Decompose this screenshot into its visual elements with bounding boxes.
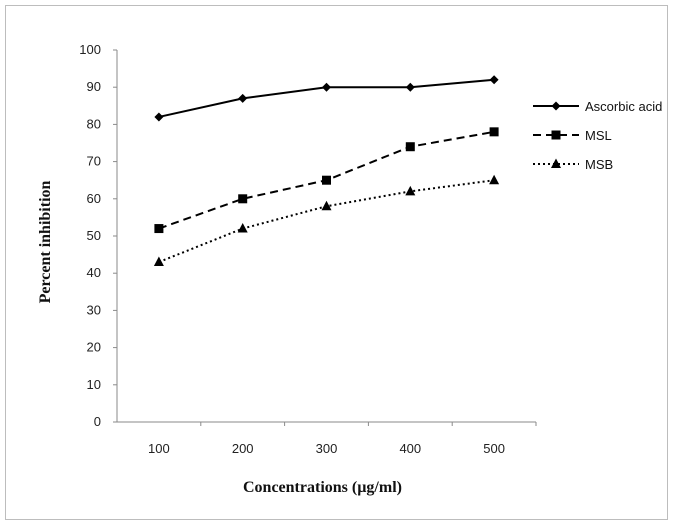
y-tick-label: 30 bbox=[87, 302, 101, 317]
data-point bbox=[238, 93, 248, 103]
y-tick-label: 80 bbox=[87, 116, 101, 131]
y-tick-label: 60 bbox=[87, 191, 101, 206]
data-point bbox=[154, 224, 164, 234]
x-tick-label: 400 bbox=[399, 441, 421, 456]
legend-label: MSB bbox=[585, 157, 613, 172]
y-tick-label: 40 bbox=[87, 265, 101, 280]
series-msl bbox=[154, 127, 499, 234]
legend-entry: MSB bbox=[533, 157, 613, 172]
line-chart: 0 10 20 30 40 50 60 70 80 90 100 100 200 300 400 500 A… bbox=[37, 42, 662, 496]
legend: Ascorbic acid MSL MSB bbox=[533, 99, 662, 172]
legend-entry: MSL bbox=[533, 128, 612, 143]
axes bbox=[113, 49, 537, 426]
data-point bbox=[405, 185, 416, 196]
data-point bbox=[322, 175, 331, 185]
y-axis-title: Percent inhibition bbox=[37, 180, 54, 303]
y-tick-labels: 0 10 20 30 40 50 60 70 80 90 100 bbox=[79, 42, 101, 429]
data-point bbox=[321, 200, 332, 211]
chart-frame: 0 10 20 30 40 50 60 70 80 90 100 100 200 300 400 500 A… bbox=[5, 5, 668, 520]
x-tick-labels: 100 200 300 400 500 bbox=[148, 441, 505, 456]
data-point bbox=[489, 127, 499, 137]
data-point bbox=[154, 112, 164, 122]
data-point bbox=[237, 223, 248, 233]
series-group bbox=[153, 75, 500, 267]
y-tick-label: 90 bbox=[87, 79, 101, 94]
data-point bbox=[153, 256, 164, 267]
legend-label: MSL bbox=[585, 128, 612, 143]
legend-marker bbox=[551, 130, 561, 140]
y-tick-label: 20 bbox=[87, 340, 101, 355]
y-tick-label: 100 bbox=[79, 42, 101, 57]
legend-marker bbox=[551, 101, 561, 111]
data-point bbox=[405, 82, 415, 92]
legend-label: Ascorbic acid bbox=[585, 99, 662, 114]
data-point bbox=[489, 174, 500, 185]
x-tick-label: 500 bbox=[483, 441, 505, 456]
x-tick-label: 100 bbox=[148, 441, 170, 456]
x-axis-title: Concentrations (µg/ml) bbox=[243, 479, 402, 496]
legend-marker bbox=[551, 158, 561, 168]
y-tick-label: 50 bbox=[87, 228, 101, 243]
series-msb bbox=[153, 174, 500, 267]
series-ascorbic-acid bbox=[154, 75, 499, 122]
series-line bbox=[158, 179, 495, 263]
y-tick-label: 0 bbox=[94, 414, 101, 429]
data-point bbox=[489, 75, 499, 85]
data-point bbox=[322, 82, 331, 92]
data-point bbox=[238, 194, 248, 204]
legend-entry: Ascorbic acid bbox=[533, 99, 662, 114]
y-tick-label: 70 bbox=[87, 154, 101, 169]
x-tick-label: 200 bbox=[232, 441, 254, 456]
x-tick-label: 300 bbox=[316, 441, 338, 456]
data-point bbox=[405, 142, 415, 152]
y-tick-label: 10 bbox=[87, 377, 101, 392]
